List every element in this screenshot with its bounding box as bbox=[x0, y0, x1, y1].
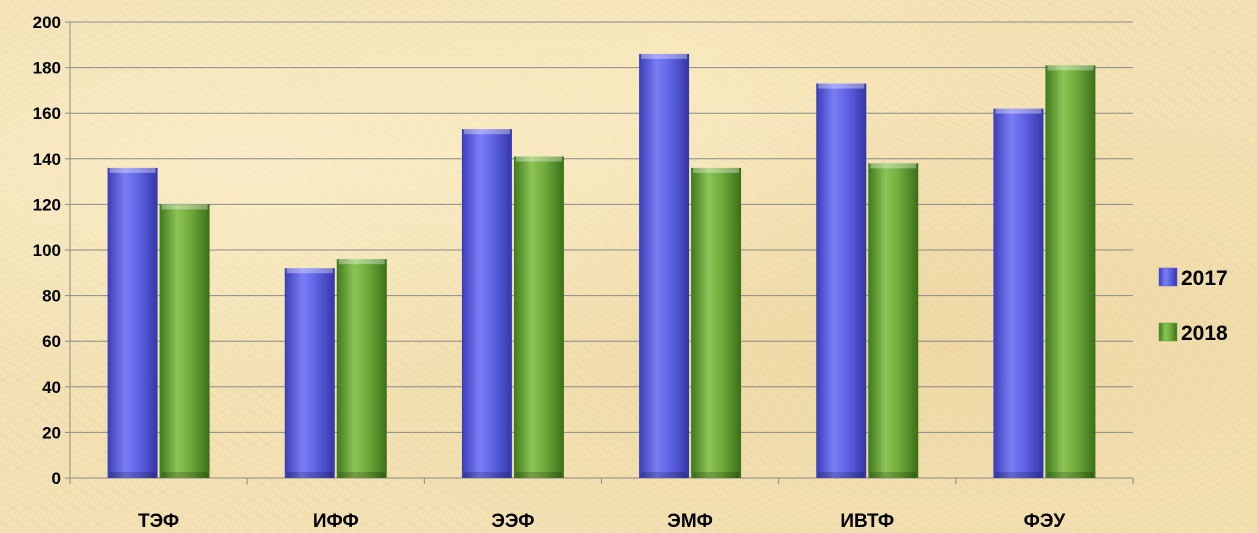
bar-2017-ИВТФ bbox=[816, 83, 867, 478]
y-tick-label: 80 bbox=[42, 287, 61, 306]
bar-bottom-bevel bbox=[641, 472, 688, 478]
labels: 0 20 40 60 80 100 120 140 160 180 200 ТЭФ ИФФ ЭЭФ ЭМФ И… bbox=[33, 13, 1066, 532]
bar-bottom-bevel bbox=[109, 472, 156, 478]
bar-top-bevel bbox=[641, 53, 688, 59]
bar-top-bevel bbox=[515, 156, 562, 162]
legend: 2017 2018 bbox=[1158, 267, 1228, 345]
bars bbox=[107, 53, 1096, 479]
bar-top-bevel bbox=[818, 83, 865, 89]
bar bbox=[159, 204, 210, 478]
bar-2017-ЭЭФ bbox=[461, 129, 512, 478]
bar-2017-ФЭУ bbox=[993, 108, 1044, 478]
bar-bottom-bevel bbox=[870, 472, 917, 478]
bar-bottom-bevel bbox=[1047, 472, 1094, 478]
bar-top-bevel bbox=[1047, 65, 1094, 71]
y-tick-label: 100 bbox=[33, 241, 61, 260]
bar-bottom-bevel bbox=[338, 472, 385, 478]
bar-top-bevel bbox=[995, 108, 1042, 114]
bar bbox=[691, 167, 742, 479]
bar bbox=[107, 167, 158, 479]
bar-2017-ИФФ bbox=[284, 268, 335, 478]
bar-top-bevel bbox=[463, 129, 510, 135]
y-tick-label: 140 bbox=[33, 150, 61, 169]
legend-label: 2018 bbox=[1181, 322, 1228, 345]
legend-item-2017: 2017 bbox=[1158, 267, 1228, 290]
bar bbox=[336, 259, 387, 478]
x-category-label: ФЭУ bbox=[1024, 511, 1066, 532]
bar bbox=[639, 53, 690, 479]
bar bbox=[868, 163, 919, 479]
y-tick-label: 20 bbox=[42, 423, 61, 442]
bar bbox=[461, 129, 512, 478]
bar-2018-ИВТФ bbox=[868, 163, 919, 479]
bar bbox=[513, 156, 564, 478]
bar-top-bevel bbox=[338, 259, 385, 265]
y-tick-label: 200 bbox=[33, 13, 61, 32]
y-tick-label: 60 bbox=[42, 332, 61, 351]
y-tick-label: 120 bbox=[33, 195, 61, 214]
bar-2017-ЭМФ bbox=[639, 53, 690, 479]
bar-bottom-bevel bbox=[693, 472, 740, 478]
bar bbox=[816, 83, 867, 478]
y-tick-label: 160 bbox=[33, 104, 61, 123]
bar-2018-ИФФ bbox=[336, 259, 387, 478]
x-category-label: ЭМФ bbox=[667, 511, 713, 532]
bar-top-bevel bbox=[693, 167, 740, 173]
bar-top-bevel bbox=[286, 268, 333, 274]
bar-2018-ФЭУ bbox=[1045, 65, 1096, 478]
bar-top-bevel bbox=[161, 204, 208, 210]
x-category-label: ЭЭФ bbox=[491, 511, 534, 532]
y-tick-label: 180 bbox=[33, 59, 61, 78]
bar-bottom-bevel bbox=[818, 472, 865, 478]
bar-2018-ЭМФ bbox=[691, 167, 742, 479]
bar-bottom-bevel bbox=[161, 472, 208, 478]
bar-top-bevel bbox=[870, 163, 917, 169]
bar bbox=[993, 108, 1044, 478]
bar-2018-ЭЭФ bbox=[513, 156, 564, 478]
y-tick-label: 40 bbox=[42, 378, 61, 397]
bar-bottom-bevel bbox=[286, 472, 333, 478]
bar-2017-ТЭФ bbox=[107, 167, 158, 479]
bar bbox=[1045, 65, 1096, 478]
bar bbox=[284, 268, 335, 478]
bar-2018-ТЭФ bbox=[159, 204, 210, 478]
grid-lines bbox=[70, 21, 1133, 433]
bar-top-bevel bbox=[109, 167, 156, 173]
legend-swatch bbox=[1158, 322, 1178, 342]
bar-bottom-bevel bbox=[515, 472, 562, 478]
legend-item-2018: 2018 bbox=[1158, 322, 1228, 345]
bar-bottom-bevel bbox=[995, 472, 1042, 478]
legend-label: 2017 bbox=[1181, 267, 1228, 290]
x-category-label: ТЭФ bbox=[138, 511, 179, 532]
x-category-label: ИФФ bbox=[313, 511, 359, 532]
y-tick-label: 0 bbox=[52, 469, 61, 488]
bar-bottom-bevel bbox=[463, 472, 510, 478]
legend-swatch bbox=[1158, 267, 1178, 287]
axes bbox=[65, 21, 1134, 484]
x-category-label: ИВТФ bbox=[840, 511, 894, 532]
